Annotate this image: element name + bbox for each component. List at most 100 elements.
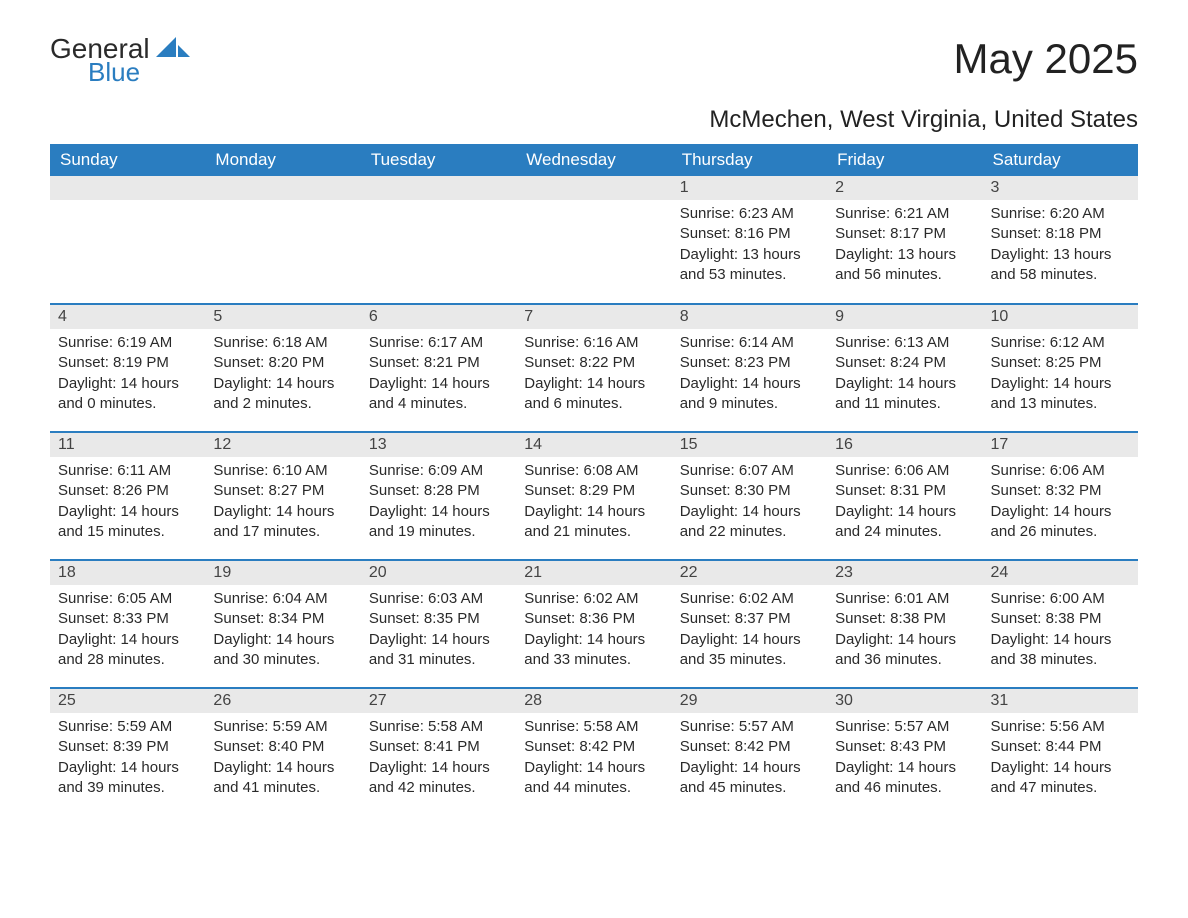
sunrise-line-value: 5:57 AM [894,718,949,735]
sunrise-line-label: Sunrise: [835,718,894,735]
calendar-day-cell: 31Sunrise: 5:56 AMSunset: 8:44 PMDayligh… [983,688,1138,816]
daylight-line: Daylight: 13 hours and 58 minutes. [991,245,1130,286]
day-details: Sunrise: 6:12 AMSunset: 8:25 PMDaylight:… [983,329,1138,420]
day-details: Sunrise: 6:09 AMSunset: 8:28 PMDaylight:… [361,457,516,548]
day-details: Sunrise: 6:17 AMSunset: 8:21 PMDaylight:… [361,329,516,420]
day-details: Sunrise: 6:13 AMSunset: 8:24 PMDaylight:… [827,329,982,420]
daylight-line: Daylight: 14 hours and 35 minutes. [680,630,819,671]
calendar-day-cell [361,176,516,304]
sunrise-line-value: 6:05 AM [117,590,172,607]
sunset-line-value: 8:20 PM [268,354,324,371]
calendar-week-row: 4Sunrise: 6:19 AMSunset: 8:19 PMDaylight… [50,304,1138,432]
sunrise-line: Sunrise: 6:06 AM [835,461,974,481]
daylight-line-label: Daylight: [213,631,276,648]
day-details: Sunrise: 5:57 AMSunset: 8:43 PMDaylight:… [827,713,982,804]
day-number: 16 [827,433,982,457]
sunset-line-label: Sunset: [213,482,268,499]
day-number [50,176,205,200]
calendar-day-cell: 30Sunrise: 5:57 AMSunset: 8:43 PMDayligh… [827,688,982,816]
day-details: Sunrise: 6:05 AMSunset: 8:33 PMDaylight:… [50,585,205,676]
sunset-line-value: 8:19 PM [113,354,169,371]
day-number: 28 [516,689,671,713]
daylight-line: Daylight: 14 hours and 19 minutes. [369,502,508,543]
sunset-line-value: 8:16 PM [735,225,791,242]
sunset-line-value: 8:17 PM [890,225,946,242]
weekday-header: Friday [827,144,982,176]
sunrise-line-label: Sunrise: [524,462,583,479]
daylight-line-label: Daylight: [835,759,898,776]
sunset-line-label: Sunset: [991,354,1046,371]
sunset-line-label: Sunset: [213,610,268,627]
calendar-day-cell: 29Sunrise: 5:57 AMSunset: 8:42 PMDayligh… [672,688,827,816]
sunrise-line: Sunrise: 6:20 AM [991,204,1130,224]
sunrise-line: Sunrise: 5:57 AM [680,717,819,737]
day-details: Sunrise: 6:08 AMSunset: 8:29 PMDaylight:… [516,457,671,548]
sunset-line-value: 8:38 PM [1046,610,1102,627]
daylight-line-label: Daylight: [369,375,432,392]
daylight-line: Daylight: 14 hours and 9 minutes. [680,374,819,415]
daylight-line: Daylight: 14 hours and 28 minutes. [58,630,197,671]
sunset-line-label: Sunset: [524,482,579,499]
calendar-day-cell: 18Sunrise: 6:05 AMSunset: 8:33 PMDayligh… [50,560,205,688]
sunrise-line-value: 6:21 AM [894,205,949,222]
daylight-line-label: Daylight: [835,375,898,392]
sunrise-line: Sunrise: 5:58 AM [524,717,663,737]
sunrise-line: Sunrise: 5:59 AM [213,717,352,737]
calendar-week-row: 11Sunrise: 6:11 AMSunset: 8:26 PMDayligh… [50,432,1138,560]
sunset-line: Sunset: 8:42 PM [524,737,663,757]
calendar-day-cell: 5Sunrise: 6:18 AMSunset: 8:20 PMDaylight… [205,304,360,432]
day-details: Sunrise: 6:06 AMSunset: 8:31 PMDaylight:… [827,457,982,548]
sunrise-line-value: 6:19 AM [117,334,172,351]
sunset-line-value: 8:37 PM [735,610,791,627]
daylight-line: Daylight: 13 hours and 53 minutes. [680,245,819,286]
sunset-line: Sunset: 8:20 PM [213,353,352,373]
day-details: Sunrise: 6:18 AMSunset: 8:20 PMDaylight:… [205,329,360,420]
sunrise-line-label: Sunrise: [991,334,1050,351]
sunset-line-label: Sunset: [680,738,735,755]
daylight-line: Daylight: 14 hours and 33 minutes. [524,630,663,671]
calendar-day-cell: 22Sunrise: 6:02 AMSunset: 8:37 PMDayligh… [672,560,827,688]
sunset-line: Sunset: 8:44 PM [991,737,1130,757]
sunset-line: Sunset: 8:33 PM [58,609,197,629]
calendar-day-cell: 19Sunrise: 6:04 AMSunset: 8:34 PMDayligh… [205,560,360,688]
sunrise-line-value: 5:59 AM [273,718,328,735]
daylight-line-label: Daylight: [524,759,587,776]
sunset-line-label: Sunset: [991,610,1046,627]
daylight-line-label: Daylight: [680,631,743,648]
day-number: 17 [983,433,1138,457]
day-details: Sunrise: 6:01 AMSunset: 8:38 PMDaylight:… [827,585,982,676]
sunrise-line-value: 6:12 AM [1050,334,1105,351]
day-number [516,176,671,200]
sunset-line: Sunset: 8:35 PM [369,609,508,629]
day-details: Sunrise: 5:57 AMSunset: 8:42 PMDaylight:… [672,713,827,804]
sunset-line-value: 8:23 PM [735,354,791,371]
daylight-line: Daylight: 14 hours and 30 minutes. [213,630,352,671]
day-number: 11 [50,433,205,457]
sunset-line: Sunset: 8:21 PM [369,353,508,373]
sunset-line-value: 8:25 PM [1046,354,1102,371]
daylight-line-label: Daylight: [680,503,743,520]
calendar-day-cell: 10Sunrise: 6:12 AMSunset: 8:25 PMDayligh… [983,304,1138,432]
sunrise-line: Sunrise: 6:08 AM [524,461,663,481]
page-title: May 2025 [954,35,1138,83]
sunrise-line: Sunrise: 6:13 AM [835,333,974,353]
sunset-line-value: 8:36 PM [579,610,635,627]
day-number: 21 [516,561,671,585]
daylight-line-label: Daylight: [369,631,432,648]
day-details: Sunrise: 5:56 AMSunset: 8:44 PMDaylight:… [983,713,1138,804]
sunrise-line: Sunrise: 6:03 AM [369,589,508,609]
sunset-line-value: 8:40 PM [268,738,324,755]
weekday-header: Tuesday [361,144,516,176]
day-number: 19 [205,561,360,585]
sunset-line-value: 8:34 PM [268,610,324,627]
daylight-line-label: Daylight: [835,246,898,263]
sunset-line-value: 8:29 PM [579,482,635,499]
daylight-line-label: Daylight: [680,759,743,776]
day-details: Sunrise: 6:06 AMSunset: 8:32 PMDaylight:… [983,457,1138,548]
calendar-day-cell: 21Sunrise: 6:02 AMSunset: 8:36 PMDayligh… [516,560,671,688]
day-number: 1 [672,176,827,200]
sunset-line-value: 8:26 PM [113,482,169,499]
calendar-day-cell: 16Sunrise: 6:06 AMSunset: 8:31 PMDayligh… [827,432,982,560]
sunrise-line: Sunrise: 6:10 AM [213,461,352,481]
day-number: 9 [827,305,982,329]
